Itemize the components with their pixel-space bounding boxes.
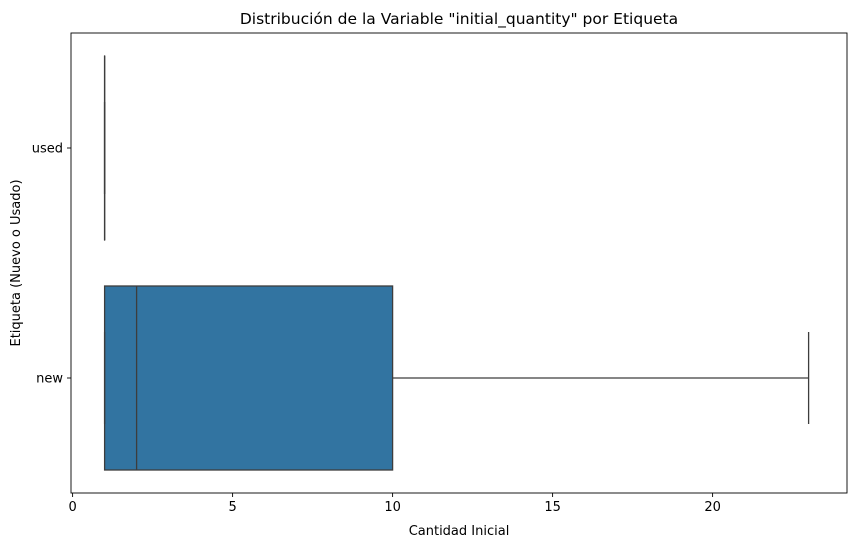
x-tick-label: 15	[544, 500, 561, 515]
box-new	[103, 285, 810, 471]
x-axis: 0 5 10 15 20	[68, 493, 721, 515]
x-tick-label: 5	[228, 500, 236, 515]
plot-frame	[70, 32, 848, 494]
y-axis-label: Etiqueta (Nuevo o Usado)	[9, 179, 24, 346]
x-tick-label: 20	[704, 500, 721, 515]
y-axis: used new	[32, 142, 71, 387]
x-axis-label: Cantidad Inicial	[409, 524, 510, 539]
y-tick-label-used: used	[32, 142, 63, 157]
iqr-box	[103, 285, 394, 471]
y-tick-label-new: new	[36, 372, 63, 387]
chart-title: Distribución de la Variable "initial_qua…	[240, 10, 678, 29]
x-tick-label: 10	[384, 500, 401, 515]
x-tick-label: 0	[68, 500, 76, 515]
plot-area	[103, 55, 810, 471]
